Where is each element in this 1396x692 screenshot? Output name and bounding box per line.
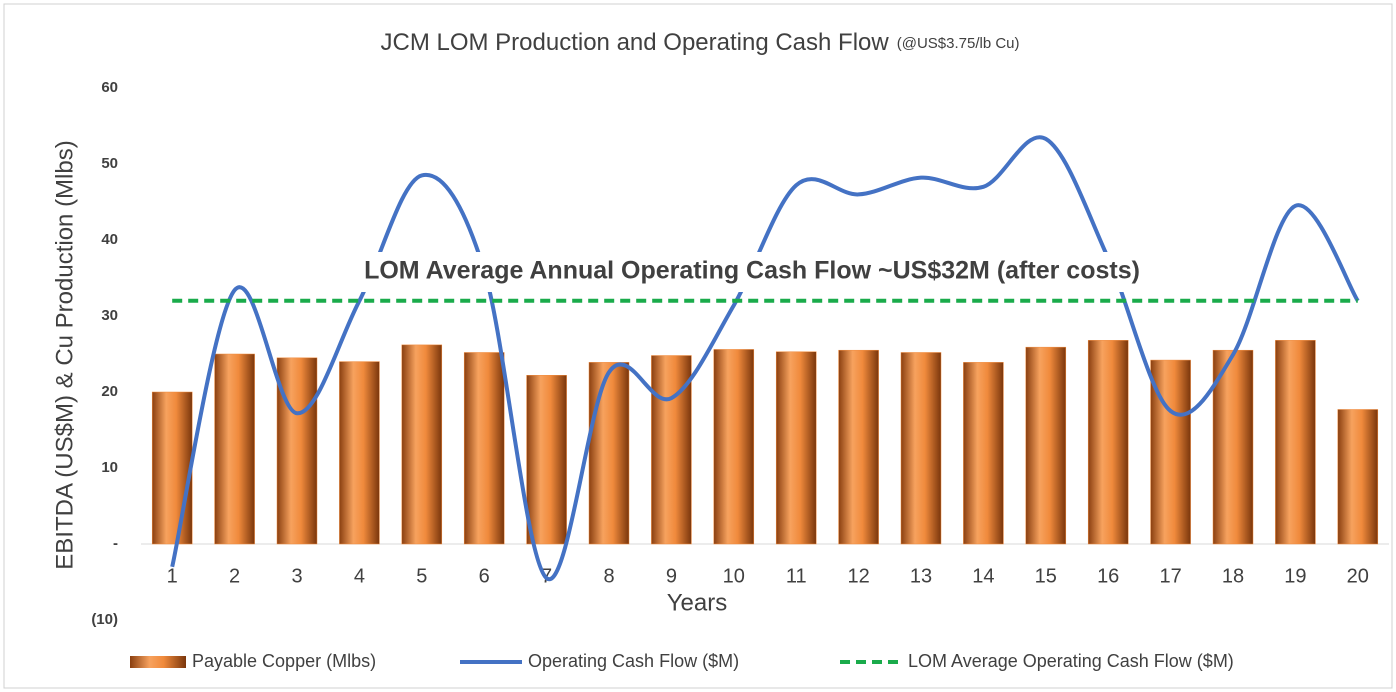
y-axis-label: EBITDA (US$M) & Cu Production (Mlbs) — [51, 140, 78, 569]
bar — [713, 349, 755, 545]
x-tick-label: 3 — [291, 565, 302, 587]
legend-label: LOM Average Operating Cash Flow ($M) — [908, 651, 1234, 671]
x-tick-label: 9 — [666, 565, 677, 587]
x-tick-label: 20 — [1347, 565, 1369, 587]
subtitle: (@US$3.75/lb Cu) — [897, 35, 1020, 52]
bar — [151, 391, 193, 545]
bar — [775, 351, 817, 545]
bar — [276, 357, 318, 545]
x-tick-label: 14 — [972, 565, 994, 587]
legend-label: Payable Copper (Mlbs) — [192, 651, 376, 671]
bar — [401, 344, 443, 545]
x-tick-label: 10 — [723, 565, 745, 587]
bar — [1150, 359, 1191, 545]
x-tick-label: 5 — [416, 565, 427, 587]
x-tick-label: 18 — [1222, 565, 1244, 587]
y-tick-label: 30 — [101, 307, 118, 324]
x-tick-label: 2 — [229, 565, 240, 587]
bar — [588, 362, 630, 545]
x-tick-label: 19 — [1284, 565, 1306, 587]
y-tick-label: 10 — [101, 459, 118, 476]
x-tick-label: 12 — [847, 565, 869, 587]
bar — [214, 353, 255, 545]
bar — [339, 361, 380, 545]
annotation-bg — [302, 252, 1202, 292]
bar — [526, 375, 567, 545]
line-series — [170, 135, 1360, 582]
y-tick-label: 60 — [101, 79, 118, 96]
legend-label: Operating Cash Flow ($M) — [528, 651, 739, 671]
y-tick-label: 20 — [101, 383, 118, 400]
x-tick-label: 11 — [786, 565, 807, 587]
x-tick-label: 4 — [354, 565, 365, 587]
title: JCM LOM Production and Operating Cash Fl… — [381, 29, 890, 56]
chart-title: JCM LOM Production and Operating Cash Fl… — [381, 29, 1020, 56]
bar — [1337, 409, 1379, 545]
bar — [1212, 349, 1254, 545]
y-tick-label: (10) — [91, 611, 118, 628]
y-tick-label: 40 — [101, 231, 118, 248]
bar — [963, 362, 1004, 545]
x-tick-label: 8 — [603, 565, 614, 587]
legend-swatch — [130, 656, 186, 668]
bar — [900, 352, 942, 545]
x-tick-label: 17 — [1159, 565, 1181, 587]
bar — [838, 349, 879, 545]
bar — [463, 352, 505, 545]
x-tick-label: 15 — [1035, 565, 1057, 587]
bar — [1025, 346, 1067, 545]
annotation: LOM Average Annual Operating Cash Flow ~… — [364, 257, 1140, 285]
x-tick-label: 13 — [910, 565, 932, 587]
x-axis-label: Years — [667, 589, 728, 616]
x-tick-label: 6 — [479, 565, 490, 587]
bar — [1275, 340, 1316, 545]
x-tick-label: 1 — [167, 565, 178, 587]
x-tick-label: 16 — [1097, 565, 1119, 587]
y-tick-label: - — [113, 535, 118, 552]
chart-border — [3, 3, 1393, 689]
bar — [1087, 340, 1129, 545]
y-tick-label: 50 — [101, 155, 118, 172]
